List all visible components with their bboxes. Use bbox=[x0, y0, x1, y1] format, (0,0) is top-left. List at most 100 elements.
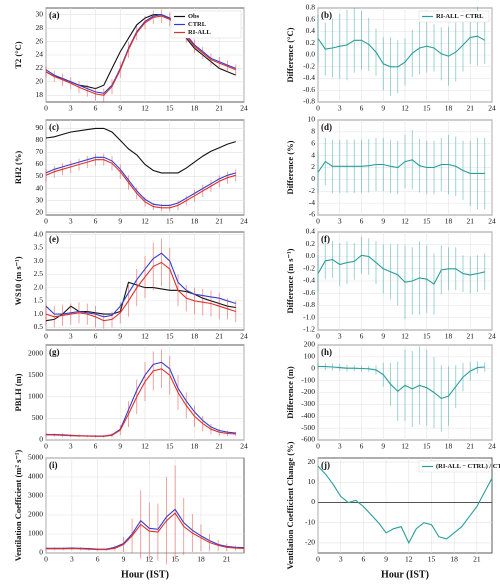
y-tick-label: 0.4 bbox=[306, 26, 316, 35]
legend-label: (RI-ALL − CTRL) / CTRL bbox=[436, 463, 500, 470]
x-tick-label: 0 bbox=[316, 217, 320, 226]
x-axis-label: Hour (IST) bbox=[381, 569, 429, 580]
y-tick-label: 0.0 bbox=[306, 50, 316, 59]
x-tick-label: 15 bbox=[166, 442, 174, 451]
x-tick-label: 12 bbox=[141, 104, 149, 113]
y-tick-label: -0.4 bbox=[303, 73, 315, 82]
y-tick-label: 4.0 bbox=[34, 229, 44, 238]
x-tick-label: 6 bbox=[94, 217, 98, 226]
y-tick-label: 4000 bbox=[28, 472, 43, 481]
y-axis-label: Ventilation Coefficient Change (%) bbox=[285, 441, 295, 569]
y-tick-label: 0.4 bbox=[306, 227, 316, 236]
x-tick-label: 18 bbox=[445, 104, 453, 113]
y-tick-label: 4 bbox=[311, 150, 315, 159]
legend-box bbox=[418, 460, 490, 473]
y-tick-label: 60 bbox=[36, 159, 44, 168]
y-tick-label: 24 bbox=[36, 50, 44, 59]
panel-label: (j) bbox=[321, 460, 330, 470]
y-tick-label: 0.2 bbox=[306, 239, 316, 248]
x-tick-label: 12 bbox=[141, 217, 149, 226]
y-tick-label: -0.8 bbox=[303, 97, 315, 106]
y-tick-label: 0.5 bbox=[34, 322, 44, 331]
x-tick-label: 24 bbox=[488, 332, 496, 341]
x-tick-label: 12 bbox=[141, 332, 149, 341]
panel-label: (i) bbox=[49, 460, 58, 470]
y-tick-label: -300 bbox=[301, 399, 315, 408]
y-tick-label: 80 bbox=[36, 135, 44, 144]
y-tick-label: 22 bbox=[36, 63, 44, 72]
x-tick-label: 15 bbox=[428, 555, 436, 564]
x-tick-label: 12 bbox=[141, 442, 149, 451]
legend-label: RI-ALL bbox=[188, 29, 211, 36]
y-tick-label: 1.0 bbox=[34, 309, 44, 318]
series-line bbox=[45, 159, 236, 209]
panel-label: (g) bbox=[49, 347, 60, 357]
panel: 18 20 22 24 26 28 30 0 3 6 9 12 15 18 21 24 (a) T2 (°C) Ob… bbox=[13, 7, 248, 113]
y-tick-label: 0 bbox=[311, 174, 315, 183]
y-tick-label: 20 bbox=[36, 77, 44, 86]
x-tick-label: 24 bbox=[488, 217, 496, 226]
panel-label: (h) bbox=[321, 347, 332, 357]
series-line bbox=[45, 281, 236, 322]
x-tick-label: 3 bbox=[69, 442, 73, 451]
y-tick-label: 50 bbox=[36, 171, 44, 180]
x-tick-label: 24 bbox=[240, 104, 248, 113]
y-tick-label: -0.8 bbox=[303, 300, 315, 309]
y-tick-label: 6 bbox=[311, 138, 315, 147]
x-tick-label: 6 bbox=[362, 555, 366, 564]
panel: -1.2 -1.0 -0.8 -0.6 -0.4 -0.2 0.0 0.2 0.4 0 3 6 9 12 1… bbox=[285, 227, 496, 341]
x-tick-label: 15 bbox=[166, 104, 174, 113]
x-tick-label: 18 bbox=[191, 217, 199, 226]
x-tick-label: 12 bbox=[405, 555, 413, 564]
x-tick-label: 15 bbox=[423, 217, 431, 226]
x-tick-label: 6 bbox=[94, 332, 98, 341]
panel-label: (f) bbox=[321, 234, 330, 244]
series-line bbox=[45, 15, 237, 96]
x-tick-label: 21 bbox=[216, 442, 224, 451]
y-tick-label: -2 bbox=[309, 186, 315, 195]
y-tick-label: 2.5 bbox=[34, 269, 44, 278]
x-tick-label: 21 bbox=[216, 104, 224, 113]
x-tick-label: 6 bbox=[360, 104, 364, 113]
y-tick-label: 70 bbox=[36, 147, 44, 156]
panel: -600 -500 -400 -300 -200 -100 0 100 200 0 3 6 9 12 15 1… bbox=[285, 340, 496, 451]
x-tick-label: 21 bbox=[216, 332, 224, 341]
panel: 20 30 40 50 60 70 80 90 0 3 6 9 12 15 18 21 24 (c) RH2 (%) bbox=[13, 119, 248, 226]
x-tick-label: 18 bbox=[191, 104, 199, 113]
x-tick-label: 0 bbox=[44, 332, 48, 341]
series-line bbox=[317, 254, 485, 285]
y-tick-label: 30 bbox=[36, 195, 44, 204]
series-line bbox=[317, 365, 485, 400]
x-tick-label: 24 bbox=[240, 217, 248, 226]
x-tick-label: 21 bbox=[467, 332, 475, 341]
x-tick-label: 21 bbox=[467, 442, 475, 451]
panel-label: (c) bbox=[49, 122, 59, 132]
x-tick-label: 12 bbox=[401, 332, 409, 341]
series-line bbox=[46, 512, 245, 551]
x-tick-label: 18 bbox=[197, 555, 205, 564]
y-tick-label: 0 bbox=[39, 548, 43, 557]
y-tick-label: -0.2 bbox=[303, 61, 315, 70]
x-tick-label: 12 bbox=[401, 217, 409, 226]
x-tick-label: 18 bbox=[445, 332, 453, 341]
x-tick-label: 6 bbox=[360, 217, 364, 226]
x-tick-label: 0 bbox=[316, 104, 320, 113]
y-tick-label: 1500 bbox=[28, 370, 43, 379]
y-tick-label: -0.6 bbox=[303, 85, 315, 94]
y-tick-label: -0.2 bbox=[303, 263, 315, 272]
x-tick-label: 0 bbox=[44, 555, 48, 564]
y-tick-label: 30 bbox=[36, 9, 44, 18]
y-tick-label: 0 bbox=[311, 497, 315, 506]
panel: 0 500 1000 1500 2000 0 3 6 9 12 15 18 21 24 (g) PBLH (m… bbox=[13, 344, 248, 451]
y-tick-label: -6 bbox=[309, 210, 315, 219]
y-tick-label: 0 bbox=[39, 435, 43, 444]
y-tick-label: -400 bbox=[301, 411, 315, 420]
x-tick-label: 9 bbox=[118, 442, 122, 451]
x-tick-label: 18 bbox=[445, 442, 453, 451]
y-tick-label: 0.2 bbox=[306, 38, 316, 47]
x-tick-label: 9 bbox=[384, 555, 388, 564]
x-tick-label: 15 bbox=[166, 332, 174, 341]
y-axis-label: T2 (°C) bbox=[13, 41, 23, 68]
